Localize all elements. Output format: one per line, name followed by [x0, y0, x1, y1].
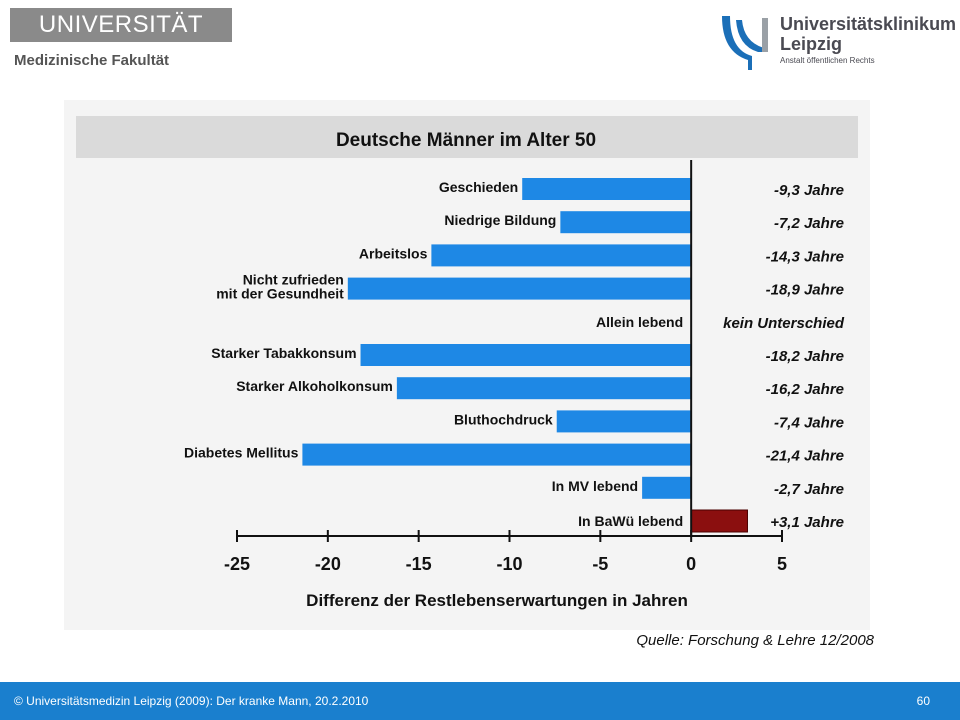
bar-5 — [360, 344, 692, 366]
clinic-name-line2: Leipzig — [780, 34, 842, 54]
x-tick-label-6: 5 — [777, 554, 787, 574]
x-tick-label-5: 0 — [686, 554, 696, 574]
bar-8 — [302, 443, 692, 466]
category-label-line: Geschieden — [439, 179, 518, 195]
value-label-4: kein Unterschied — [723, 315, 845, 332]
category-label-4: Allein lebend — [596, 314, 683, 330]
category-label-line: Nicht zufrieden — [243, 272, 344, 288]
category-label-6: Starker Alkoholkonsum — [236, 378, 393, 394]
footer-bar: © Universitätsmedizin Leipzig (2009): De… — [0, 682, 960, 720]
category-label-8: Diabetes Mellitus — [184, 445, 299, 461]
category-label-9: In MV lebend — [552, 478, 638, 494]
bar-7 — [556, 410, 692, 433]
bar-0 — [522, 178, 692, 200]
category-label-line: Arbeitslos — [359, 245, 428, 261]
category-label-line: Diabetes Mellitus — [184, 445, 299, 461]
bar-10 — [690, 509, 748, 533]
value-label-10: +3,1 Jahre — [770, 514, 844, 531]
category-label-line: Starker Tabakkonsum — [211, 345, 356, 361]
source-note: Quelle: Forschung & Lehre 12/2008 — [636, 632, 874, 649]
x-tick-label-4: -5 — [592, 554, 608, 574]
category-label-5: Starker Tabakkonsum — [211, 345, 356, 361]
value-label-6: -16,2 Jahre — [766, 381, 844, 398]
clinic-name-line3: Anstalt öffentlichen Rechts — [780, 56, 875, 65]
footer-copyright: © Universitätsmedizin Leipzig (2009): De… — [14, 694, 369, 708]
category-label-line: mit der Gesundheit — [216, 286, 344, 302]
value-label-0: -9,3 Jahre — [774, 182, 844, 199]
x-tick-label-0: -25 — [224, 554, 250, 574]
chart-title-band — [76, 116, 858, 158]
x-tick-label-3: -10 — [496, 554, 522, 574]
category-label-7: Bluthochdruck — [454, 411, 553, 427]
university-logo: UNIVERSITÄT LEIPZIG — [10, 8, 232, 72]
x-axis-label: Differenz der Restlebenserwartungen in J… — [306, 591, 688, 610]
bar-6 — [396, 377, 692, 400]
category-label-line: Niedrige Bildung — [444, 212, 556, 228]
clinic-name-line1: Universitätsklinikum — [780, 14, 957, 34]
category-label-line: Bluthochdruck — [454, 411, 553, 427]
category-label-line: Allein lebend — [596, 314, 683, 330]
category-label-10: In BaWü lebend — [578, 513, 683, 529]
page-number: 60 — [916, 694, 930, 708]
category-label-line: Starker Alkoholkonsum — [236, 378, 393, 394]
category-label-2: Arbeitslos — [359, 245, 428, 261]
value-label-8: -21,4 Jahre — [766, 448, 844, 465]
value-label-1: -7,2 Jahre — [774, 215, 844, 232]
category-label-0: Geschieden — [439, 179, 518, 195]
category-label-3: Nicht zufrieden mit der Gesundheit — [216, 272, 344, 302]
value-label-9: -2,7 Jahre — [774, 481, 844, 498]
category-label-line: In MV lebend — [552, 478, 638, 494]
x-tick-label-1: -20 — [315, 554, 341, 574]
bar-9 — [642, 476, 692, 499]
category-label-line: In BaWü lebend — [578, 513, 683, 529]
category-label-1: Niedrige Bildung — [444, 212, 556, 228]
clinic-logo: Universitätsklinikum Leipzig Anstalt öff… — [718, 10, 958, 70]
value-label-3: -18,9 Jahre — [766, 282, 844, 299]
value-label-2: -14,3 Jahre — [766, 248, 844, 265]
chart-title: Deutsche Männer im Alter 50 — [336, 130, 596, 151]
value-label-5: -18,2 Jahre — [766, 348, 844, 365]
faculty-name: Medizinische Fakultät — [14, 52, 170, 69]
ul-logo-icon — [722, 16, 768, 70]
value-label-7: -7,4 Jahre — [774, 414, 844, 431]
bar-3 — [347, 277, 692, 300]
bar-2 — [431, 244, 692, 267]
x-tick-label-2: -15 — [406, 554, 432, 574]
bar-1 — [560, 211, 692, 234]
